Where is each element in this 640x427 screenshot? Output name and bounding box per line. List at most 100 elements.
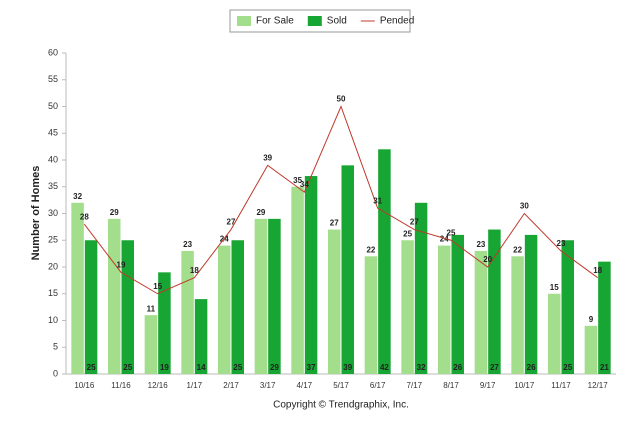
bar — [401, 240, 414, 374]
bar — [158, 272, 171, 374]
data-label: 37 — [307, 363, 316, 372]
bar — [144, 315, 158, 374]
data-label: 9 — [589, 315, 594, 324]
legend: For Sale Sold Pended — [237, 16, 414, 27]
data-label: 19 — [160, 363, 169, 372]
y-tick-label: 45 — [48, 128, 58, 138]
bar — [328, 229, 341, 374]
data-label: 42 — [380, 363, 389, 372]
data-label: 20 — [483, 255, 492, 264]
data-label: 26 — [453, 363, 462, 372]
bar — [414, 202, 428, 374]
data-label: 31 — [373, 196, 382, 205]
y-tick-label: 20 — [48, 261, 58, 271]
data-label: 27 — [410, 218, 419, 227]
data-label: 50 — [337, 95, 346, 104]
x-tick-label: 5/17 — [333, 381, 349, 390]
data-label: 15 — [153, 282, 162, 291]
data-label: 32 — [417, 363, 426, 372]
x-tick-label: 1/17 — [187, 381, 203, 390]
legend-swatch — [307, 16, 322, 26]
data-label: 15 — [550, 283, 559, 292]
bar — [548, 293, 561, 374]
data-label: 23 — [476, 240, 485, 249]
data-label: 25 — [563, 363, 572, 372]
y-tick-label: 50 — [48, 101, 58, 111]
data-label: 25 — [233, 363, 242, 372]
data-label: 27 — [227, 218, 236, 227]
data-label: 30 — [520, 202, 529, 211]
bar — [584, 325, 598, 374]
bar — [218, 245, 231, 374]
bar — [194, 299, 208, 374]
data-label: 29 — [110, 208, 119, 217]
y-tick-label: 0 — [53, 368, 58, 378]
x-tick-label: 12/16 — [148, 381, 169, 390]
x-tick-label: 9/17 — [480, 381, 496, 390]
bar — [364, 256, 378, 374]
bar — [268, 218, 281, 374]
y-tick-label: 55 — [48, 74, 58, 84]
x-tick-label: 11/17 — [551, 381, 571, 390]
data-label: 29 — [270, 363, 279, 372]
x-tick-label: 4/17 — [297, 381, 313, 390]
data-label: 11 — [147, 304, 156, 313]
data-label: 27 — [330, 219, 339, 228]
y-tick-label: 60 — [48, 47, 58, 57]
data-label: 22 — [513, 245, 522, 254]
y-tick-label: 10 — [48, 315, 58, 325]
bar — [108, 218, 121, 374]
y-tick-label: 35 — [48, 181, 58, 191]
bar — [438, 245, 451, 374]
data-label: 32 — [73, 192, 82, 201]
data-label: 23 — [557, 239, 566, 248]
legend-label: Sold — [327, 16, 347, 27]
y-tick-label: 5 — [53, 342, 58, 352]
data-label: 25 — [123, 363, 132, 372]
data-label: 28 — [80, 212, 89, 221]
bar — [231, 240, 244, 374]
y-tick-label: 25 — [48, 235, 58, 245]
y-axis-title: Number of Homes — [30, 166, 42, 261]
legend-swatch — [237, 16, 251, 26]
bar — [474, 250, 488, 374]
data-label: 14 — [197, 363, 206, 372]
data-label: 26 — [527, 363, 536, 372]
data-label: 25 — [403, 229, 412, 238]
legend-label: Pended — [380, 16, 414, 27]
y-tick-label: 15 — [48, 288, 58, 298]
x-tick-label: 10/16 — [74, 381, 95, 390]
legend-label: For Sale — [256, 16, 294, 27]
x-tick-label: 2/17 — [223, 381, 239, 390]
data-label: 29 — [256, 208, 265, 217]
data-label: 23 — [183, 240, 192, 249]
bar — [121, 240, 134, 374]
data-label: 24 — [220, 235, 229, 244]
footer: Copyright © Trendgraphix, Inc. — [273, 400, 409, 411]
bar — [511, 256, 524, 374]
bar — [341, 165, 354, 374]
x-tick-label: 7/17 — [407, 381, 423, 390]
data-label: 22 — [366, 245, 375, 254]
data-label: 25 — [87, 363, 96, 372]
bar — [71, 202, 84, 374]
data-label: 39 — [263, 153, 272, 162]
x-tick-label: 11/16 — [111, 381, 131, 390]
bar — [291, 186, 304, 374]
bar — [561, 240, 574, 374]
data-label: 18 — [190, 266, 199, 275]
data-label: 19 — [117, 260, 126, 269]
bar — [451, 234, 464, 374]
y-tick-label: 40 — [48, 154, 58, 164]
data-label: 39 — [343, 363, 352, 372]
data-label: 35 — [293, 176, 302, 185]
data-label: 24 — [440, 235, 449, 244]
data-label: 18 — [593, 266, 602, 275]
data-label: 25 — [447, 228, 456, 237]
bar — [598, 261, 611, 374]
y-tick-label: 30 — [48, 208, 58, 218]
data-label: 21 — [600, 363, 609, 372]
x-tick-label: 8/17 — [443, 381, 459, 390]
bar — [254, 218, 268, 374]
